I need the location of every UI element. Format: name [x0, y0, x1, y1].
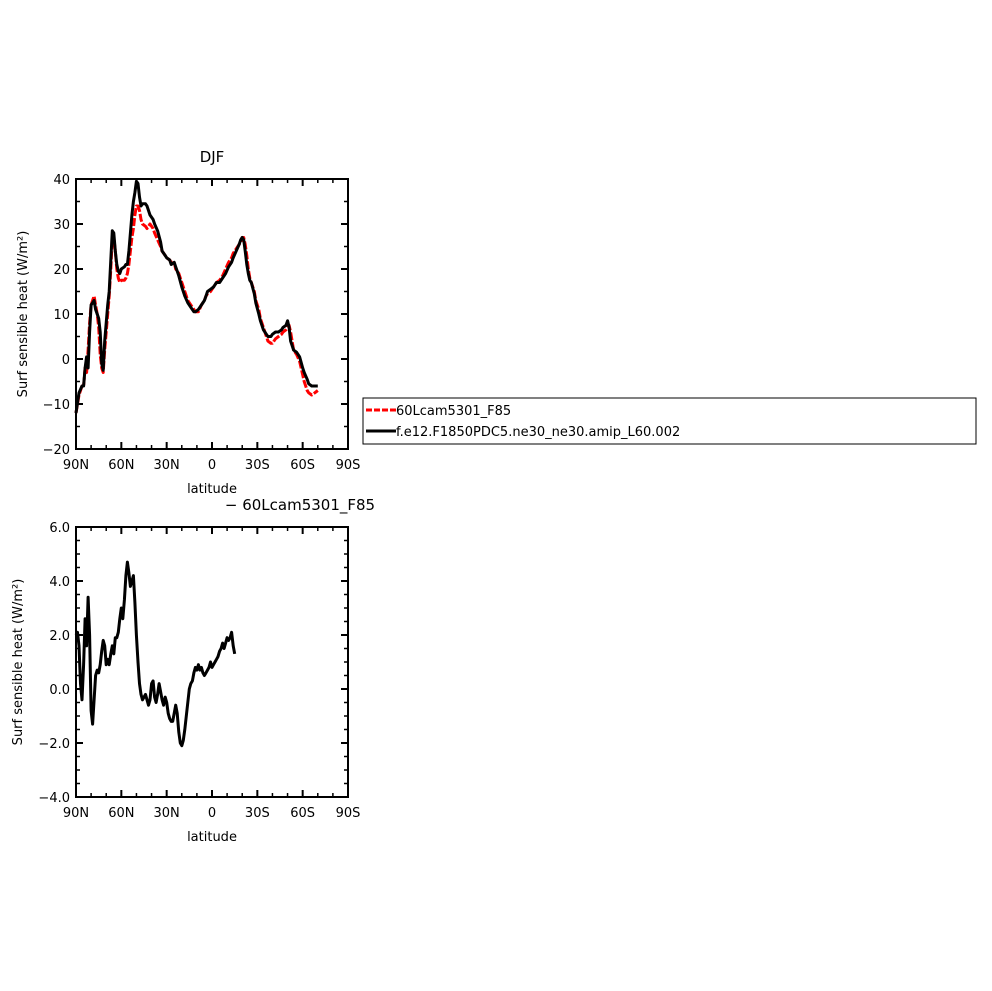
bottom-x-tick-label: 0 — [208, 806, 216, 821]
legend-box — [362, 397, 977, 445]
legend-label-series-0: 60Lcam5301_F85 — [396, 404, 511, 419]
bottom-y-axis-label: Surf sensible heat (W/m²) — [11, 579, 26, 746]
top-panel: DJF −20 −10 0 10 20 30 40 90N 60N 30N 0 30S 60S 90S l… — [16, 148, 360, 497]
top-x-tick-label: 30S — [245, 458, 270, 473]
top-x-tick-label: 30N — [154, 458, 180, 473]
top-x-tick-label: 0 — [208, 458, 216, 473]
bottom-y-tick-label: 6.0 — [49, 521, 70, 536]
bottom-y-tick-label: −4.0 — [38, 791, 70, 806]
top-series-lines — [74, 179, 319, 414]
bottom-series-line-0 — [74, 560, 237, 748]
bottom-x-tick-label: 60N — [108, 806, 134, 821]
bottom-series-lines — [74, 560, 237, 748]
top-x-tick-label: 90N — [63, 458, 89, 473]
bottom-panel: − 60Lcam5301_F85 −4.0 −2.0 0.0 2.0 4.0 6.0 90N… — [11, 496, 375, 845]
bottom-x-tick-label: 30S — [245, 806, 270, 821]
bottom-x-tick-label: 90N — [63, 806, 89, 821]
bottom-y-tick-label: 4.0 — [49, 575, 70, 590]
top-y-tick-label: 20 — [53, 263, 70, 278]
top-y-tick-label: 10 — [53, 308, 70, 323]
bottom-y-tick-label: 0.0 — [49, 683, 70, 698]
top-x-tick-label: 60S — [290, 458, 315, 473]
bottom-plot-frame — [75, 526, 349, 798]
top-y-tick-label: −20 — [43, 443, 70, 458]
top-y-tick-label: 0 — [62, 353, 70, 368]
top-series-line-1 — [74, 179, 318, 414]
bottom-y-tick-label: −2.0 — [38, 737, 70, 752]
top-plot-frame — [75, 178, 349, 450]
top-x-tick-label: 60N — [108, 458, 134, 473]
bottom-x-tick-label: 60S — [290, 806, 315, 821]
bottom-x-tick-label: 90S — [336, 806, 361, 821]
top-y-tick-label: 40 — [53, 173, 70, 188]
top-y-tick-label: 30 — [53, 218, 70, 233]
top-axis-ticks — [75, 178, 349, 450]
bottom-x-tick-label: 30N — [154, 806, 180, 821]
top-y-tick-label: −10 — [43, 398, 70, 413]
bottom-y-tick-label: 2.0 — [49, 629, 70, 644]
top-y-axis-label: Surf sensible heat (W/m²) — [16, 231, 31, 398]
top-x-tick-label: 90S — [336, 458, 361, 473]
bottom-panel-title: − 60Lcam5301_F85 — [225, 496, 375, 515]
legend: 60Lcam5301_F85 f.e12.F1850PDC5.ne30_ne30… — [362, 397, 977, 445]
legend-label-series-1: f.e12.F1850PDC5.ne30_ne30.amip_L60.002 — [396, 425, 680, 440]
bottom-x-axis-label: latitude — [187, 830, 237, 845]
top-panel-title: DJF — [200, 148, 225, 166]
top-x-axis-label: latitude — [187, 482, 237, 497]
top-tick-labels: −20 −10 0 10 20 30 40 90N 60N 30N 0 30S 60S 90S — [43, 173, 361, 473]
bottom-tick-labels: −4.0 −2.0 0.0 2.0 4.0 6.0 90N 60N 30N 0 30S 60S 90S — [38, 521, 360, 821]
